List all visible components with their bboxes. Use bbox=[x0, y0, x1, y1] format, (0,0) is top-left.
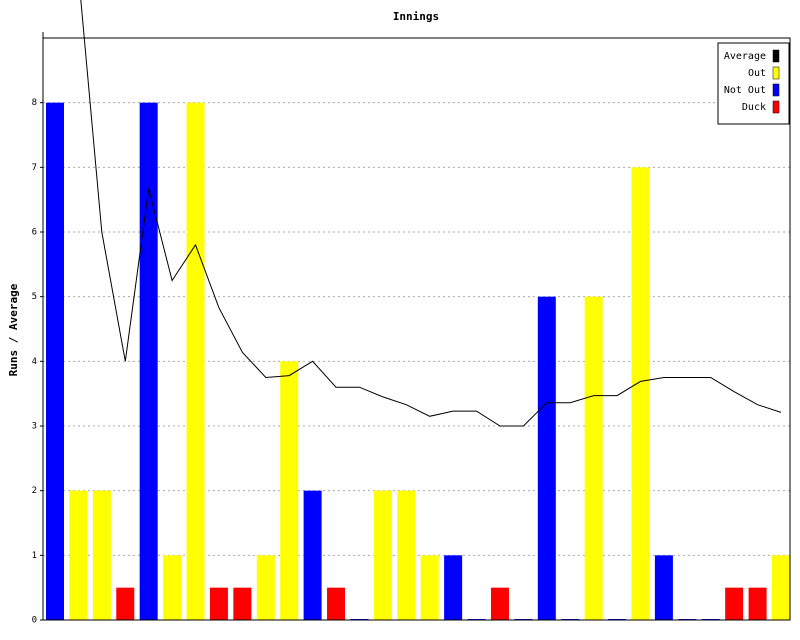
legend-label: Out bbox=[748, 68, 766, 79]
bar bbox=[139, 102, 158, 620]
y-tick-label: 7 bbox=[32, 163, 37, 173]
bar bbox=[46, 102, 64, 620]
bar bbox=[327, 587, 346, 620]
bar bbox=[233, 587, 252, 620]
bar bbox=[116, 587, 135, 620]
y-tick-label: 1 bbox=[32, 551, 37, 561]
legend-label: Average bbox=[724, 51, 766, 62]
bar bbox=[537, 296, 556, 620]
bars bbox=[46, 102, 790, 621]
bar bbox=[420, 555, 439, 620]
y-axis-label: Runs / Average bbox=[7, 283, 20, 376]
bar bbox=[748, 587, 767, 620]
bar bbox=[163, 555, 182, 620]
bar bbox=[186, 102, 205, 620]
legend-swatch bbox=[772, 49, 780, 63]
lines bbox=[80, 0, 782, 427]
y-tick-label: 6 bbox=[32, 228, 37, 238]
average-line bbox=[80, 0, 782, 427]
bar bbox=[373, 490, 392, 620]
y-tick-label: 5 bbox=[32, 292, 37, 302]
legend-swatch bbox=[772, 66, 780, 80]
legend: Average Out Not Out Duck bbox=[717, 42, 790, 125]
bar bbox=[256, 555, 275, 620]
bar bbox=[303, 490, 322, 620]
bar bbox=[631, 167, 650, 621]
legend-swatch bbox=[772, 83, 780, 97]
chart-title: Innings bbox=[393, 10, 439, 23]
y-tick-label: 0 bbox=[32, 616, 37, 626]
bar bbox=[725, 587, 744, 620]
y-tick-label: 2 bbox=[32, 486, 37, 496]
bar bbox=[490, 587, 509, 620]
bar bbox=[209, 587, 228, 620]
plot-frame bbox=[42, 37, 791, 621]
bar bbox=[69, 490, 88, 620]
bar bbox=[772, 555, 790, 620]
legend-label: Not Out bbox=[724, 85, 766, 96]
legend-label: Duck bbox=[742, 102, 766, 113]
bar bbox=[444, 555, 463, 620]
y-tick-label: 8 bbox=[32, 98, 37, 108]
y-tick-label: 3 bbox=[32, 422, 37, 432]
bar bbox=[584, 296, 603, 620]
y-tick-label: 4 bbox=[32, 357, 37, 367]
bar bbox=[654, 555, 673, 620]
legend-swatch bbox=[772, 100, 780, 114]
bar bbox=[397, 490, 416, 620]
bar bbox=[280, 361, 299, 620]
bar bbox=[92, 490, 111, 620]
